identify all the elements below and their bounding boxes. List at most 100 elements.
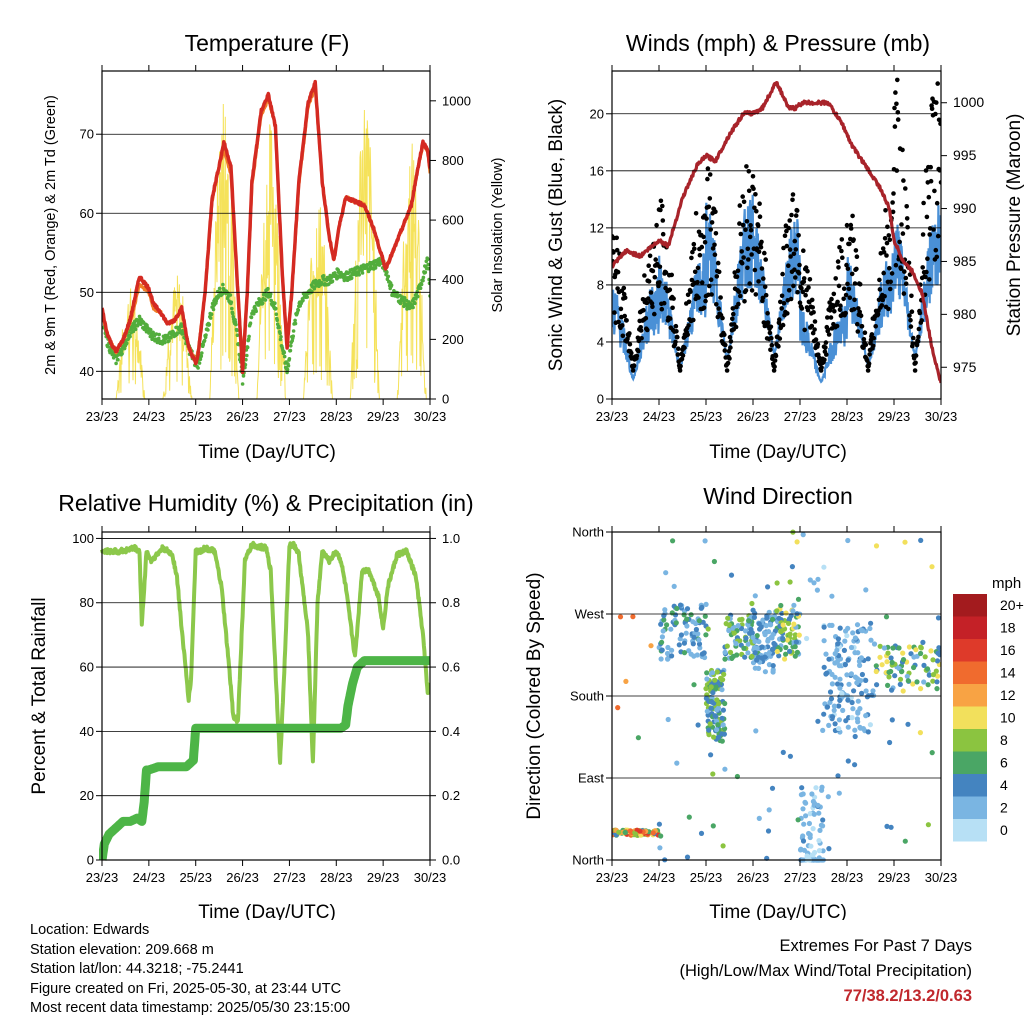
temperature-xtick-label: 24/23 xyxy=(133,409,166,424)
dewpoint-point xyxy=(413,301,417,306)
humidity-ylabel: Percent & Total Rainfall xyxy=(29,597,50,794)
gust-point xyxy=(708,277,714,283)
dewpoint-point xyxy=(373,266,378,270)
dewpoint-point xyxy=(211,307,216,312)
direction-point xyxy=(703,632,709,638)
winds-y2tick-label: 980 xyxy=(953,306,977,322)
direction-point xyxy=(935,673,941,679)
direction-point xyxy=(730,625,736,631)
gust-point xyxy=(720,315,725,321)
dewpoint-point xyxy=(247,334,251,339)
temperature-ytick-label: 40 xyxy=(80,364,94,379)
direction-ytick-label: North xyxy=(572,853,604,868)
gust-point xyxy=(718,295,723,300)
dewpoint-point xyxy=(278,337,283,342)
gust-point xyxy=(801,248,806,253)
gust-point xyxy=(794,208,800,213)
dewpoint-point xyxy=(282,350,287,355)
gust-point xyxy=(895,77,900,83)
gust-point xyxy=(923,274,928,280)
dewpoint-point xyxy=(423,270,428,275)
dewpoint-point xyxy=(310,289,314,294)
dewpoint-point xyxy=(273,301,277,306)
direction-point xyxy=(821,624,827,630)
direction-point xyxy=(821,638,827,644)
direction-xtick-label: 30/23 xyxy=(925,870,958,885)
direction-point xyxy=(848,671,855,677)
direction-xtick-label: 29/23 xyxy=(878,870,911,885)
gust-point xyxy=(815,341,821,347)
gust-point xyxy=(937,168,941,173)
gust-point xyxy=(695,279,700,285)
gust-point xyxy=(800,289,806,295)
direction-point xyxy=(910,681,916,687)
station-info: Location: Edwards Station elevation: 209… xyxy=(30,921,350,1019)
gust-point xyxy=(728,339,734,344)
direction-point xyxy=(900,688,906,694)
direction-point xyxy=(816,848,823,854)
dewpoint-point xyxy=(357,273,362,277)
direction-point xyxy=(745,650,751,656)
gust-point xyxy=(751,186,756,191)
gust-point xyxy=(862,330,868,336)
direction-point xyxy=(831,703,838,709)
station-elevation: Station elevation: 209.668 m xyxy=(30,941,214,958)
gust-point xyxy=(789,212,794,218)
temperature-ylabel: 2m & 9m T (Red, Orange) & 2m Td (Green) xyxy=(43,95,59,375)
direction-point xyxy=(812,849,818,856)
direction-point xyxy=(698,830,705,837)
direction-point xyxy=(917,730,924,736)
colorbar-swatch xyxy=(953,684,987,707)
direction-point xyxy=(735,623,741,629)
direction-point xyxy=(820,817,826,823)
direction-point xyxy=(809,791,815,797)
gust-point xyxy=(648,290,654,295)
gust-point xyxy=(714,274,720,279)
direction-point xyxy=(787,631,793,637)
gust-point xyxy=(675,352,681,357)
dewpoint-point xyxy=(230,306,234,311)
direction-point xyxy=(884,659,890,665)
dewpoint-point xyxy=(122,346,127,351)
gust-point xyxy=(935,81,940,86)
direction-point xyxy=(759,644,765,650)
gust-point xyxy=(866,361,872,366)
direction-point xyxy=(696,618,703,624)
colorbar-label: 2 xyxy=(1000,800,1008,816)
temperature-axes: 40 50 60 70 23/23 24/23 25/23 26/23 27/23 28/23 29… xyxy=(80,65,446,424)
direction-point xyxy=(696,641,703,647)
direction-point xyxy=(863,677,869,684)
gust-point xyxy=(909,309,915,315)
direction-point xyxy=(710,690,716,696)
direction-point xyxy=(819,784,825,790)
gust-point xyxy=(707,283,712,289)
extremes-subtitle: (High/Low/Max Wind/Total Precipitation) xyxy=(679,962,972,980)
gust-point xyxy=(730,316,735,322)
direction-point xyxy=(650,830,656,836)
gust-point xyxy=(763,292,769,298)
direction-point xyxy=(849,699,855,706)
direction-point xyxy=(897,681,903,688)
dewpoint-point xyxy=(385,270,389,275)
winds-xlabel: Time (Day/UTC) xyxy=(709,442,847,463)
direction-point xyxy=(662,607,668,613)
gust-point xyxy=(786,263,791,269)
dewpoint-point xyxy=(426,266,430,271)
gust-point xyxy=(686,323,691,328)
dewpoint-point xyxy=(202,338,207,343)
gust-point xyxy=(829,296,834,302)
dewpoint-point xyxy=(252,312,256,316)
direction-point xyxy=(839,691,845,697)
gust-point xyxy=(790,197,795,203)
direction-ytick-label: East xyxy=(578,771,604,786)
direction-point xyxy=(860,726,867,732)
direction-point xyxy=(913,647,919,653)
direction-point xyxy=(924,666,931,672)
gust-point xyxy=(782,233,788,238)
gust-point xyxy=(901,291,907,296)
direction-point xyxy=(886,674,892,680)
gust-point xyxy=(767,330,773,336)
gust-point xyxy=(825,327,831,333)
direction-point xyxy=(934,686,940,692)
direction-point xyxy=(902,539,908,545)
